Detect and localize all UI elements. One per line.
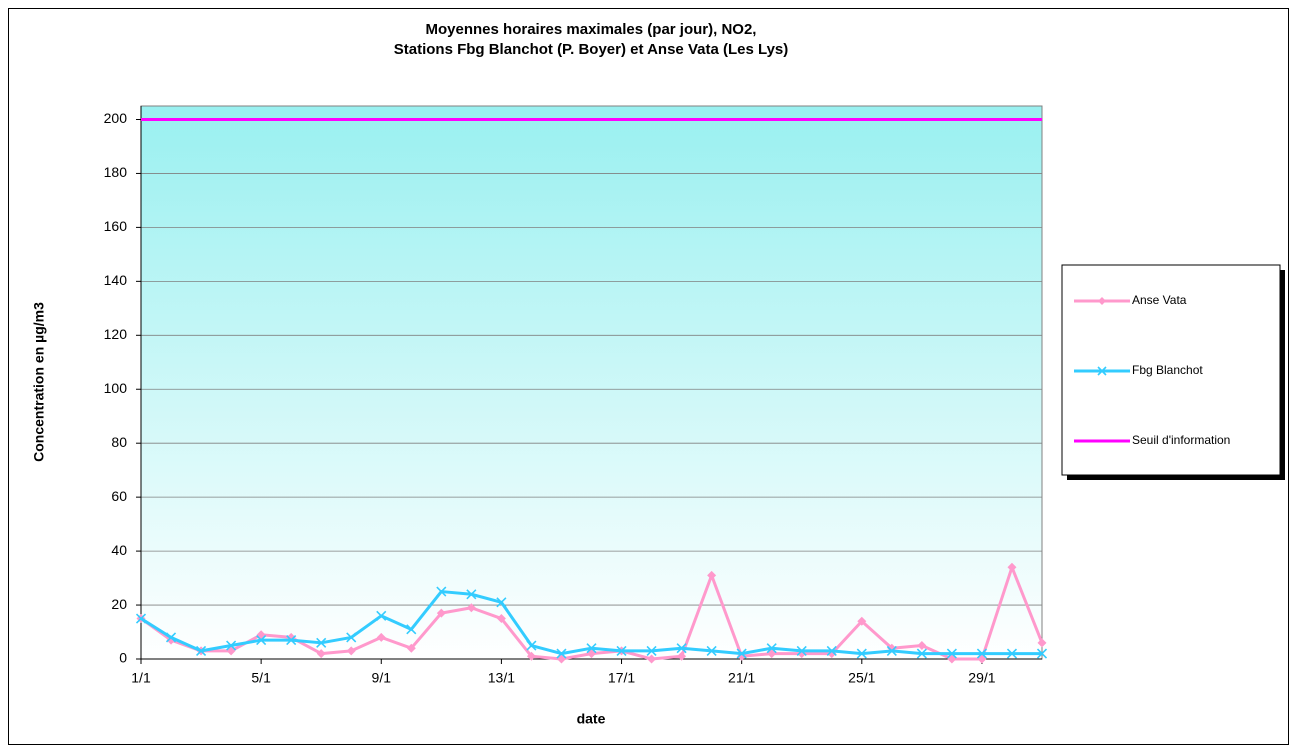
point-marker xyxy=(436,586,447,597)
legend-marker xyxy=(1098,297,1106,305)
y-axis-title: Concentration en µg/m3 xyxy=(31,302,47,462)
point-marker xyxy=(646,645,657,656)
chart-title: Moyennes horaires maximales (par jour), … xyxy=(426,21,757,38)
point-marker xyxy=(766,643,777,654)
point-marker xyxy=(586,643,597,654)
legend-label: Anse Vata xyxy=(1132,293,1187,307)
point-marker xyxy=(677,651,687,661)
plot-area xyxy=(140,105,1043,660)
point-marker xyxy=(886,645,897,656)
point-marker xyxy=(226,640,237,651)
x-axis-title: date xyxy=(577,711,606,727)
point-marker xyxy=(676,643,687,654)
x-tick-label: 29/1 xyxy=(968,670,995,686)
y-tick-label: 60 xyxy=(111,488,127,504)
point-marker xyxy=(946,648,957,659)
point-marker xyxy=(1036,648,1048,659)
point-marker xyxy=(406,643,416,653)
x-tick-label: 13/1 xyxy=(488,670,515,686)
y-tick-label: 100 xyxy=(104,380,128,396)
point-marker xyxy=(196,645,207,656)
x-tick-label: 5/1 xyxy=(251,670,271,686)
point-marker xyxy=(856,648,867,659)
point-marker xyxy=(526,651,536,661)
point-marker xyxy=(1007,562,1017,572)
point-marker xyxy=(346,646,356,656)
point-marker xyxy=(647,654,657,664)
legend-label: Fbg Blanchot xyxy=(1132,363,1203,377)
point-marker xyxy=(286,635,297,646)
point-marker xyxy=(316,637,327,648)
point-marker xyxy=(496,597,507,608)
point-marker xyxy=(406,624,417,635)
x-tick-label: 21/1 xyxy=(728,670,755,686)
point-marker xyxy=(256,635,267,646)
x-tick-label: 9/1 xyxy=(372,670,392,686)
point-marker xyxy=(857,616,867,626)
point-marker xyxy=(346,632,357,643)
y-tick-label: 160 xyxy=(104,218,128,234)
point-marker xyxy=(376,610,387,621)
point-marker xyxy=(736,648,747,659)
point-marker xyxy=(916,648,927,659)
y-tick-label: 120 xyxy=(104,326,128,342)
y-tick-label: 40 xyxy=(111,542,127,558)
x-tick-label: 17/1 xyxy=(608,670,635,686)
point-marker xyxy=(466,589,477,600)
y-tick-label: 80 xyxy=(111,434,127,450)
point-marker xyxy=(376,632,386,642)
point-marker xyxy=(1037,638,1047,648)
point-marker xyxy=(917,641,927,651)
point-marker xyxy=(466,603,476,613)
y-tick-label: 180 xyxy=(104,164,128,180)
point-marker xyxy=(496,614,506,624)
point-marker xyxy=(526,640,537,651)
y-tick-label: 140 xyxy=(104,272,128,288)
point-marker xyxy=(165,632,177,643)
x-tick-label: 1/1 xyxy=(131,670,151,686)
point-marker xyxy=(796,645,807,656)
point-marker xyxy=(135,613,147,624)
chart-subtitle: Stations Fbg Blanchot (P. Boyer) et Anse… xyxy=(394,41,789,58)
point-marker xyxy=(976,648,987,659)
point-marker xyxy=(707,570,717,580)
x-tick-label: 25/1 xyxy=(848,670,875,686)
point-marker xyxy=(826,645,837,656)
point-marker xyxy=(706,645,717,656)
point-marker xyxy=(436,608,446,618)
y-tick-label: 0 xyxy=(119,650,127,666)
point-marker xyxy=(616,645,627,656)
legend-label: Seuil d'information xyxy=(1132,433,1230,447)
point-marker xyxy=(316,649,326,659)
y-tick-label: 20 xyxy=(111,596,127,612)
legend-marker xyxy=(1097,366,1107,376)
point-marker xyxy=(1006,648,1018,659)
point-marker xyxy=(556,648,567,659)
y-tick-label: 200 xyxy=(104,110,128,126)
